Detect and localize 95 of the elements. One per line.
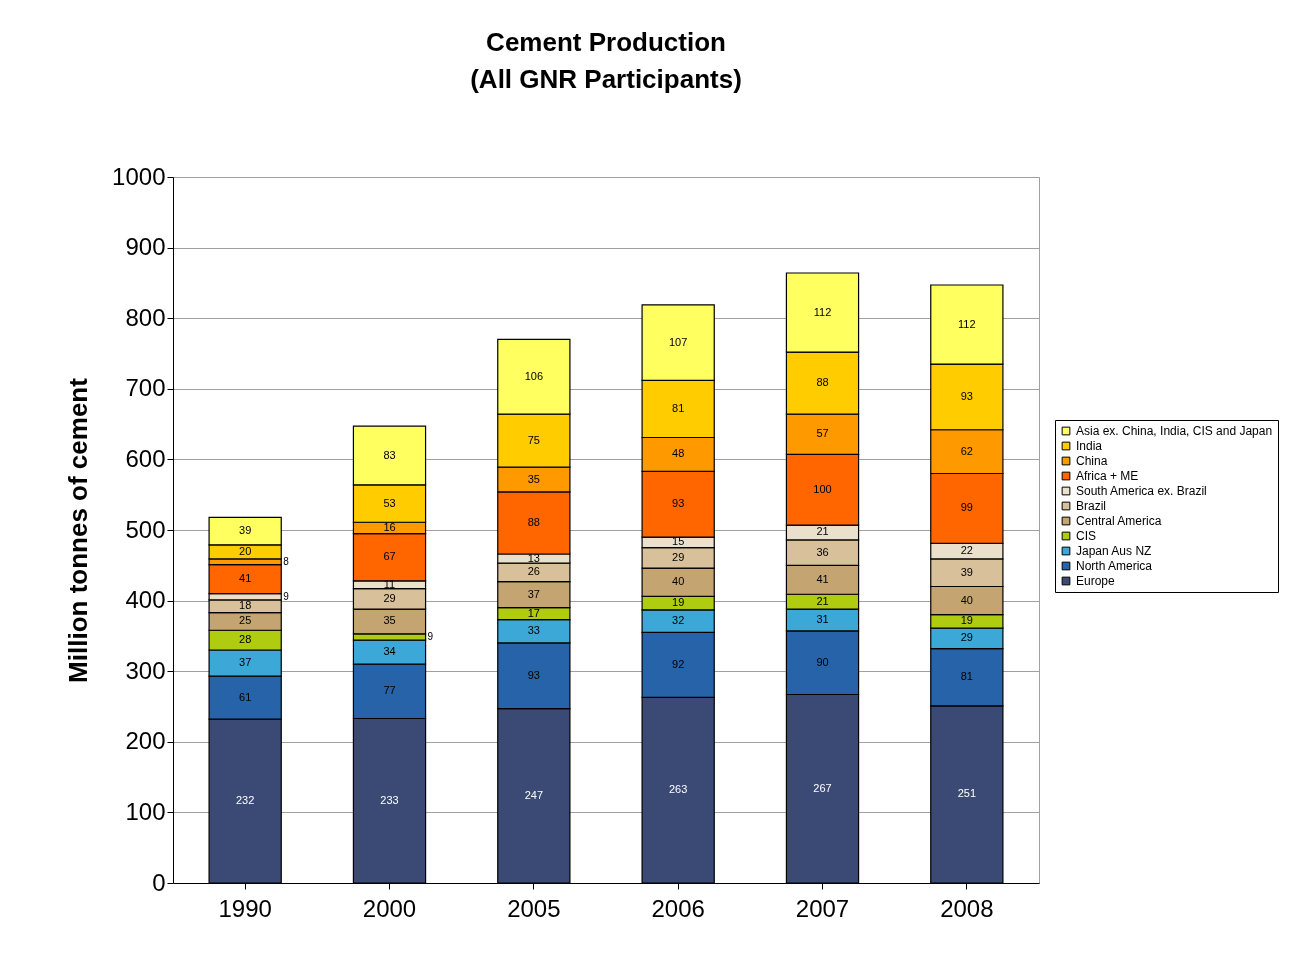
data-label: 251 <box>957 787 977 800</box>
data-label: 36 <box>816 545 829 558</box>
x-tick-label: 1990 <box>218 894 272 922</box>
y-axis-title: Million tonnes of cement <box>63 377 94 683</box>
data-label: 88 <box>816 376 829 389</box>
x-tick-label: 2006 <box>651 894 705 922</box>
data-label: 9 <box>427 630 434 642</box>
data-label: 41 <box>239 572 252 585</box>
data-label: 33 <box>527 624 540 637</box>
data-label: 32 <box>672 614 685 627</box>
y-tick-label: 200 <box>125 727 166 755</box>
data-label: 106 <box>524 369 544 382</box>
y-tick-label: 700 <box>125 374 166 402</box>
data-label: 25 <box>239 614 252 627</box>
data-label: 31 <box>816 613 829 626</box>
data-label: 75 <box>527 433 540 446</box>
x-tick-label: 2008 <box>940 894 994 922</box>
data-label: 34 <box>383 645 396 658</box>
data-label: 99 <box>960 501 973 514</box>
data-label: 93 <box>672 497 685 510</box>
legend-label: South America ex. Brazil <box>1076 484 1207 498</box>
data-label: 81 <box>960 670 973 683</box>
data-label: 267 <box>813 781 832 794</box>
data-label: 21 <box>816 594 829 607</box>
data-label: 21 <box>816 525 829 538</box>
data-label: 26 <box>527 565 540 578</box>
y-tick-label: 600 <box>125 444 166 472</box>
data-label: 57 <box>816 427 829 440</box>
data-label: 92 <box>672 657 685 670</box>
data-label: 40 <box>960 593 973 606</box>
data-label: 40 <box>672 575 685 588</box>
y-tick-label: 100 <box>125 797 166 825</box>
data-label: 233 <box>380 793 399 806</box>
y-tick-label: 1000 <box>112 162 166 190</box>
data-label: 48 <box>672 447 685 460</box>
x-tick-label: 2005 <box>507 894 561 922</box>
data-label: 61 <box>239 690 252 703</box>
data-label: 53 <box>383 496 396 509</box>
legend-label: Japan Aus NZ <box>1076 544 1152 558</box>
data-label: 112 <box>958 317 976 330</box>
legend-label: Central America <box>1076 514 1162 528</box>
data-label: 22 <box>960 544 973 557</box>
data-label: 62 <box>960 444 973 457</box>
data-label: 112 <box>813 305 832 318</box>
data-label: 13 <box>527 551 540 564</box>
data-label: 16 <box>383 520 396 533</box>
data-label: 9 <box>283 590 290 602</box>
x-tick-label: 2000 <box>362 894 417 922</box>
data-label: 28 <box>239 633 252 646</box>
data-label: 29 <box>960 631 973 644</box>
data-label: 39 <box>960 565 973 578</box>
data-label: 37 <box>527 587 540 600</box>
data-label: 93 <box>960 389 973 402</box>
data-label: 107 <box>668 335 688 348</box>
y-tick-label: 0 <box>152 868 166 896</box>
data-label: 17 <box>527 606 540 619</box>
legend-label: Asia ex. China, India, CIS and Japan <box>1076 424 1273 438</box>
data-label: 35 <box>527 472 540 485</box>
data-label: 37 <box>239 656 252 669</box>
data-label: 83 <box>383 448 396 461</box>
y-tick-label: 800 <box>125 303 166 331</box>
legend-label: India <box>1076 439 1103 453</box>
data-label: 81 <box>672 401 685 414</box>
y-tick-label: 300 <box>125 656 166 684</box>
legend-label: Africa + ME <box>1076 469 1139 483</box>
data-label: 41 <box>816 572 829 585</box>
chart-title: Cement Production (All GNR Participants) <box>470 27 742 94</box>
legend-label: CIS <box>1076 529 1097 543</box>
legend-label: Brazil <box>1076 499 1107 513</box>
data-label: 20 <box>239 544 252 557</box>
data-label: 100 <box>813 482 832 495</box>
data-label: 29 <box>672 550 685 563</box>
data-label: 18 <box>239 599 252 612</box>
y-tick-label: 400 <box>125 586 166 614</box>
data-label: 232 <box>235 794 255 807</box>
data-label: 247 <box>524 788 544 801</box>
data-label: 263 <box>668 783 688 796</box>
x-tick-label: 2007 <box>795 894 850 922</box>
data-label: 35 <box>383 614 396 627</box>
data-label: 19 <box>960 614 973 627</box>
data-label: 29 <box>383 591 396 604</box>
y-tick-label: 500 <box>125 515 166 543</box>
legend-label: North America <box>1076 559 1153 573</box>
data-label: 39 <box>239 524 252 537</box>
data-label: 19 <box>672 596 685 609</box>
data-label: 67 <box>383 550 396 563</box>
data-label: 15 <box>672 535 685 548</box>
data-label: 77 <box>383 684 396 697</box>
data-label: 93 <box>527 668 540 681</box>
data-label: 8 <box>283 555 290 567</box>
legend-label: China <box>1076 454 1108 468</box>
legend-label: Europe <box>1076 574 1116 588</box>
data-label: 88 <box>527 515 540 528</box>
data-label: 90 <box>816 655 829 668</box>
y-tick-label: 900 <box>125 233 166 261</box>
